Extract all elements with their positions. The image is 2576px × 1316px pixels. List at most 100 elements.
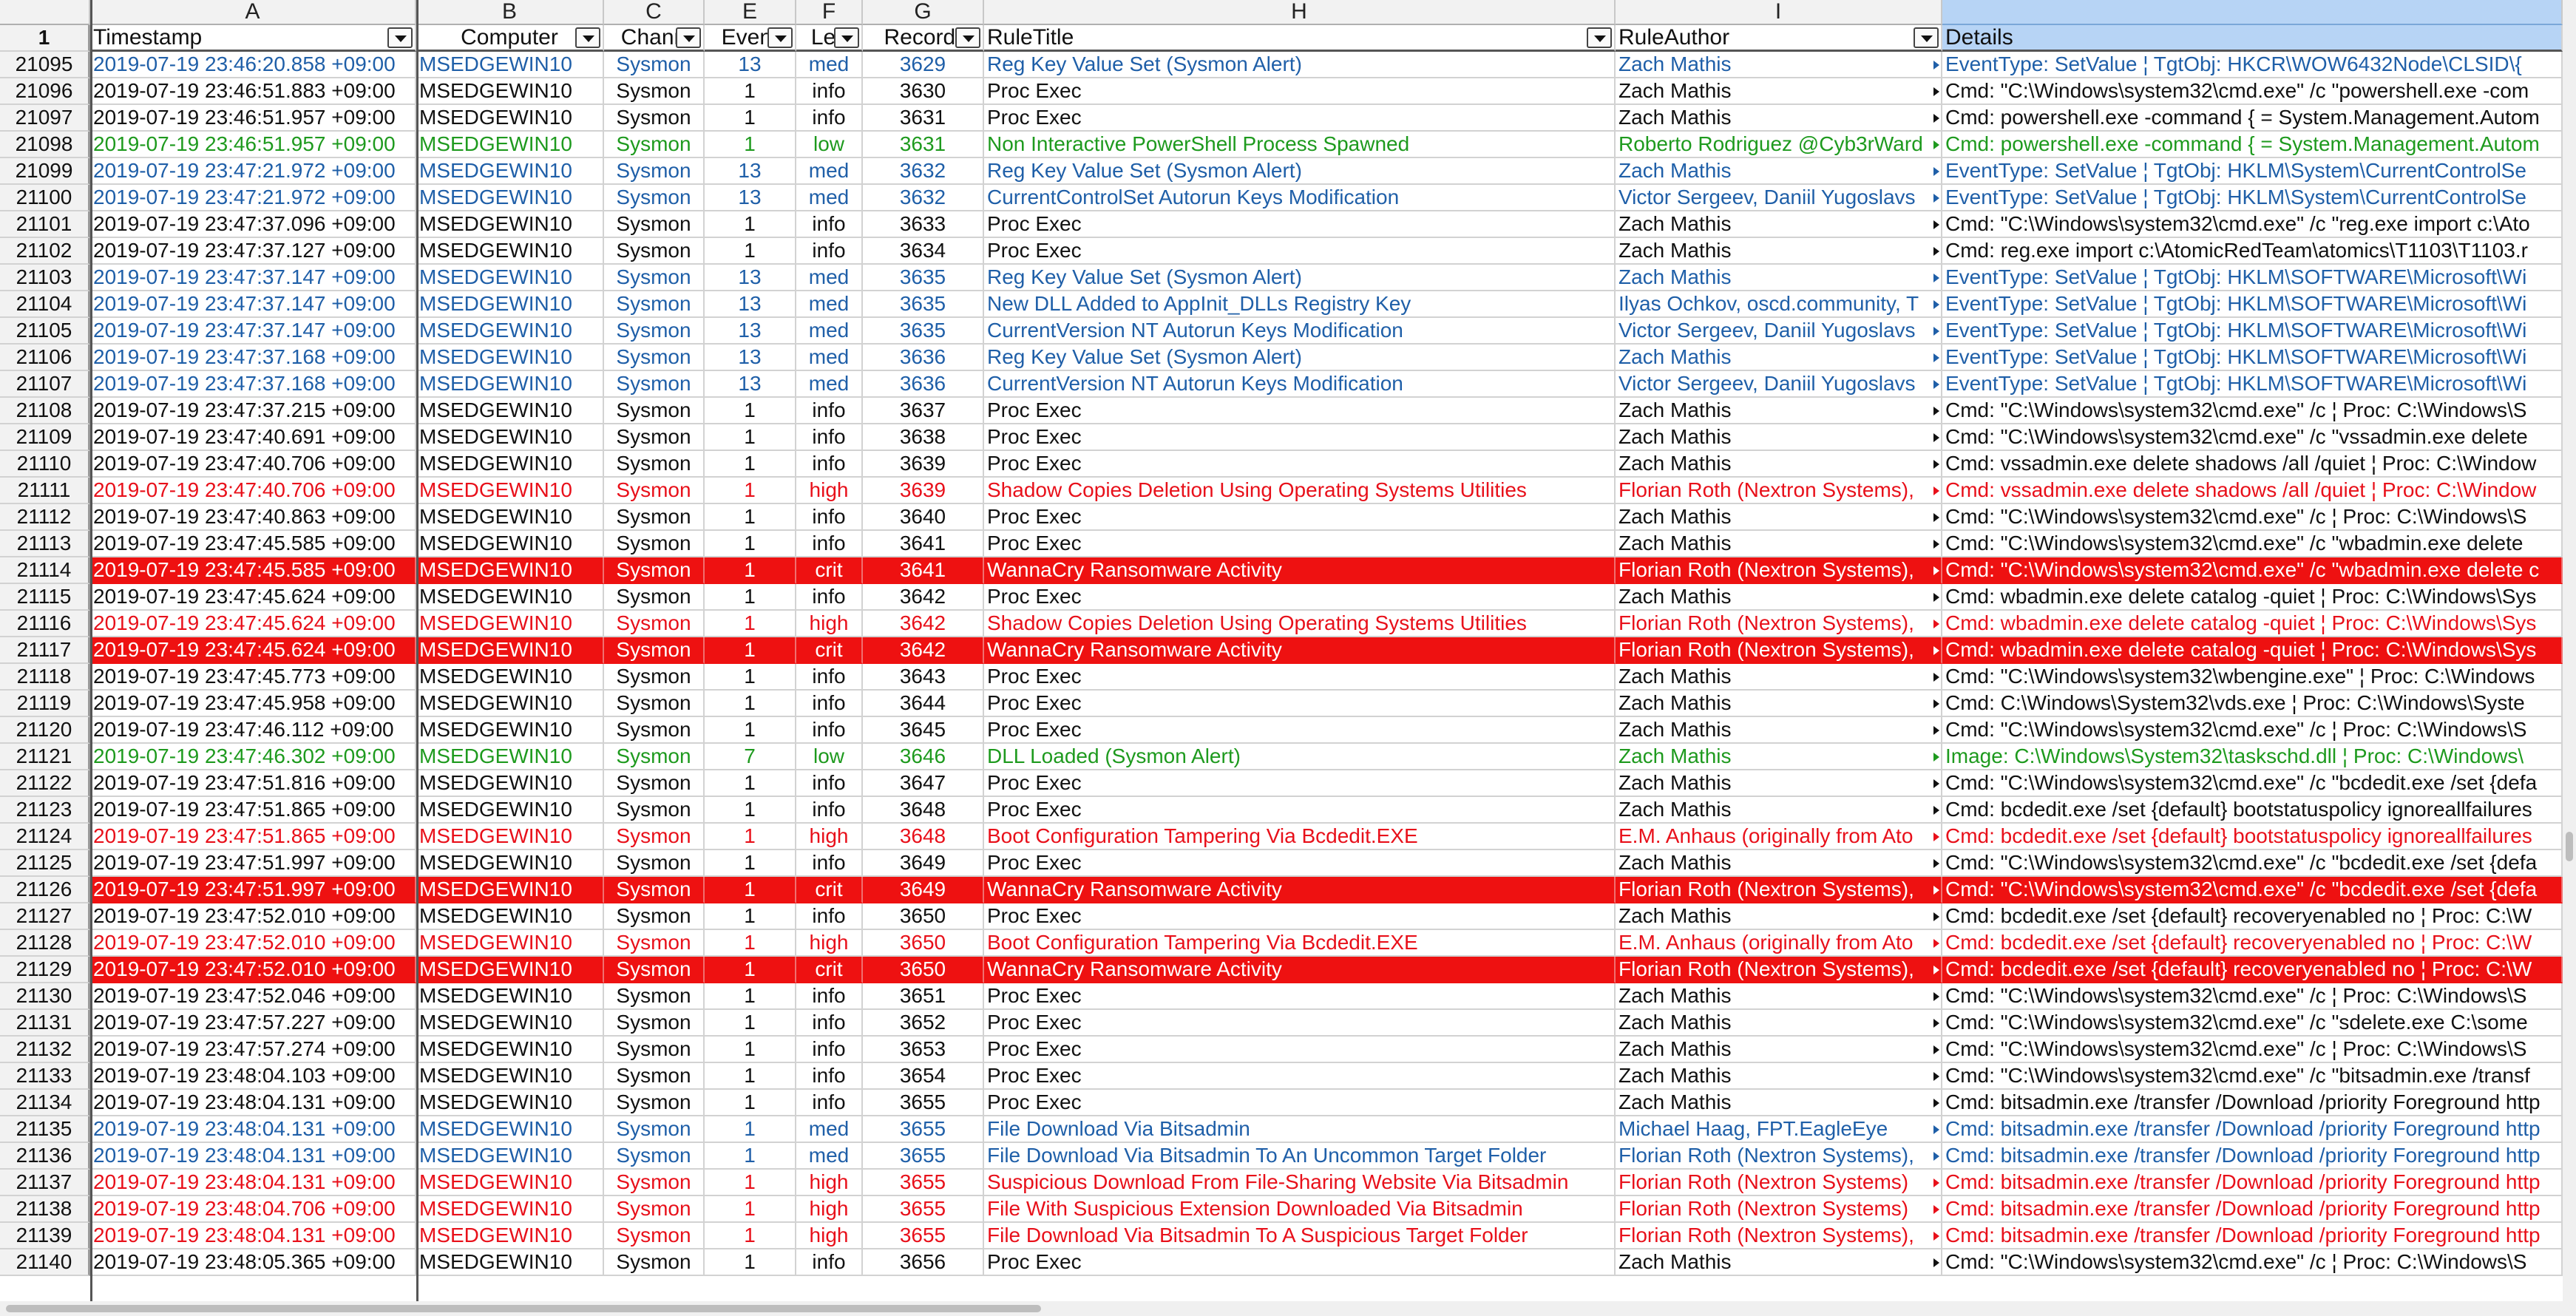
- channel-cell[interactable]: Sysmon: [604, 504, 705, 531]
- ruletitle-cell[interactable]: Proc Exec: [984, 1063, 1616, 1090]
- recordid-cell[interactable]: 3647: [863, 770, 984, 797]
- channel-cell[interactable]: Sysmon: [604, 557, 705, 584]
- recordid-cell[interactable]: 3631: [863, 132, 984, 158]
- details-cell[interactable]: Cmd: wbadmin.exe delete catalog -quiet ¦…: [1942, 637, 2563, 664]
- row-number[interactable]: 21119: [0, 691, 90, 717]
- details-cell[interactable]: Cmd: powershell.exe -command { = System.…: [1942, 105, 2563, 132]
- level-cell[interactable]: high: [796, 611, 863, 637]
- details-cell[interactable]: Cmd: "C:\Windows\system32\cmd.exe" /c ¦ …: [1942, 983, 2563, 1010]
- ruletitle-cell[interactable]: Proc Exec: [984, 451, 1616, 478]
- computer-cell[interactable]: MSEDGEWIN10: [416, 770, 604, 797]
- timestamp-cell[interactable]: 2019-07-19 23:47:46.112 +09:00: [90, 717, 416, 744]
- computer-cell[interactable]: MSEDGEWIN10: [416, 478, 604, 504]
- recordid-cell[interactable]: 3644: [863, 691, 984, 717]
- level-cell[interactable]: med: [796, 371, 863, 398]
- eventid-cell[interactable]: 1: [705, 691, 796, 717]
- details-cell[interactable]: EventType: SetValue ¦ TgtObj: HKLM\SOFTW…: [1942, 371, 2563, 398]
- level-cell[interactable]: info: [796, 1063, 863, 1090]
- ruletitle-cell[interactable]: CurrentVersion NT Autorun Keys Modificat…: [984, 371, 1616, 398]
- eventid-cell[interactable]: 1: [705, 1143, 796, 1170]
- level-cell[interactable]: info: [796, 1010, 863, 1037]
- ruleauthor-cell[interactable]: Zach Mathis: [1616, 158, 1942, 185]
- level-cell[interactable]: high: [796, 824, 863, 850]
- recordid-cell[interactable]: 3655: [863, 1223, 984, 1249]
- recordid-cell[interactable]: 3631: [863, 105, 984, 132]
- details-cell[interactable]: Cmd: "C:\Windows\system32\cmd.exe" /c "b…: [1942, 877, 2563, 903]
- level-cell[interactable]: crit: [796, 557, 863, 584]
- timestamp-cell[interactable]: 2019-07-19 23:47:40.863 +09:00: [90, 504, 416, 531]
- eventid-cell[interactable]: 13: [705, 345, 796, 371]
- table-row[interactable]: 21107 2019-07-19 23:47:37.168 +09:00 MSEDG…: [0, 371, 2563, 398]
- ruletitle-cell[interactable]: Shadow Copies Deletion Using Operating S…: [984, 611, 1616, 637]
- recordid-cell[interactable]: 3655: [863, 1116, 984, 1143]
- ruleauthor-cell[interactable]: Florian Roth (Nextron Systems),: [1616, 1223, 1942, 1249]
- ruleauthor-cell[interactable]: Florian Roth (Nextron Systems),: [1616, 637, 1942, 664]
- details-cell[interactable]: Cmd: "C:\Windows\system32\cmd.exe" /c ¦ …: [1942, 717, 2563, 744]
- ruleauthor-cell[interactable]: Zach Mathis: [1616, 691, 1942, 717]
- table-row[interactable]: 21118 2019-07-19 23:47:45.773 +09:00 MSEDG…: [0, 664, 2563, 691]
- computer-cell[interactable]: MSEDGEWIN10: [416, 78, 604, 105]
- timestamp-cell[interactable]: 2019-07-19 23:47:37.168 +09:00: [90, 345, 416, 371]
- ruleauthor-cell[interactable]: Zach Mathis: [1616, 797, 1942, 824]
- table-row[interactable]: 21134 2019-07-19 23:48:04.131 +09:00 MSEDG…: [0, 1090, 2563, 1116]
- row-number[interactable]: 21106: [0, 345, 90, 371]
- computer-cell[interactable]: MSEDGEWIN10: [416, 637, 604, 664]
- computer-cell[interactable]: MSEDGEWIN10: [416, 1170, 604, 1196]
- ruletitle-cell[interactable]: Shadow Copies Deletion Using Operating S…: [984, 478, 1616, 504]
- details-cell[interactable]: Cmd: "C:\Windows\system32\wbengine.exe" …: [1942, 664, 2563, 691]
- table-row[interactable]: 21123 2019-07-19 23:47:51.865 +09:00 MSEDG…: [0, 797, 2563, 824]
- recordid-cell[interactable]: 3630: [863, 78, 984, 105]
- row-number[interactable]: 21139: [0, 1223, 90, 1249]
- row-number[interactable]: 21140: [0, 1249, 90, 1276]
- timestamp-cell[interactable]: 2019-07-19 23:48:04.706 +09:00: [90, 1196, 416, 1223]
- details-cell[interactable]: Cmd: "C:\Windows\system32\cmd.exe" /c "p…: [1942, 78, 2563, 105]
- row-number[interactable]: 21127: [0, 903, 90, 930]
- level-cell[interactable]: high: [796, 930, 863, 957]
- eventid-cell[interactable]: 1: [705, 717, 796, 744]
- ruletitle-cell[interactable]: DLL Loaded (Sysmon Alert): [984, 744, 1616, 770]
- column-letter-j-selected[interactable]: [1942, 0, 2563, 25]
- table-row[interactable]: 21133 2019-07-19 23:48:04.103 +09:00 MSEDG…: [0, 1063, 2563, 1090]
- details-cell[interactable]: Image: C:\Windows\System32\taskschd.dll …: [1942, 744, 2563, 770]
- details-cell[interactable]: EventType: SetValue ¦ TgtObj: HKLM\Syste…: [1942, 158, 2563, 185]
- timestamp-cell[interactable]: 2019-07-19 23:47:45.585 +09:00: [90, 557, 416, 584]
- ruletitle-cell[interactable]: Suspicious Download From File-Sharing We…: [984, 1170, 1616, 1196]
- channel-cell[interactable]: Sysmon: [604, 132, 705, 158]
- table-row[interactable]: 21100 2019-07-19 23:47:21.972 +09:00 MSEDG…: [0, 185, 2563, 211]
- table-row[interactable]: 21120 2019-07-19 23:47:46.112 +09:00 MSEDG…: [0, 717, 2563, 744]
- level-cell[interactable]: info: [796, 903, 863, 930]
- recordid-cell[interactable]: 3641: [863, 557, 984, 584]
- recordid-cell[interactable]: 3655: [863, 1143, 984, 1170]
- ruleauthor-cell[interactable]: Zach Mathis: [1616, 903, 1942, 930]
- table-row[interactable]: 21125 2019-07-19 23:47:51.997 +09:00 MSEDG…: [0, 850, 2563, 877]
- recordid-cell[interactable]: 3654: [863, 1063, 984, 1090]
- details-cell[interactable]: EventType: SetValue ¦ TgtObj: HKLM\SOFTW…: [1942, 345, 2563, 371]
- recordid-cell[interactable]: 3642: [863, 584, 984, 611]
- ruletitle-cell[interactable]: Reg Key Value Set (Sysmon Alert): [984, 345, 1616, 371]
- computer-cell[interactable]: MSEDGEWIN10: [416, 1223, 604, 1249]
- ruleauthor-cell[interactable]: Zach Mathis: [1616, 744, 1942, 770]
- row-number[interactable]: 21107: [0, 371, 90, 398]
- details-cell[interactable]: Cmd: "C:\Windows\system32\cmd.exe" /c ¦ …: [1942, 1037, 2563, 1063]
- table-row[interactable]: 21106 2019-07-19 23:47:37.168 +09:00 MSEDG…: [0, 345, 2563, 371]
- channel-cell[interactable]: Sysmon: [604, 664, 705, 691]
- table-row[interactable]: 21108 2019-07-19 23:47:37.215 +09:00 MSEDG…: [0, 398, 2563, 424]
- row-number[interactable]: 21122: [0, 770, 90, 797]
- column-letter-i[interactable]: I: [1616, 0, 1942, 25]
- channel-cell[interactable]: Sysmon: [604, 398, 705, 424]
- timestamp-cell[interactable]: 2019-07-19 23:47:45.958 +09:00: [90, 691, 416, 717]
- ruleauthor-cell[interactable]: Florian Roth (Nextron Systems),: [1616, 957, 1942, 983]
- ruleauthor-cell[interactable]: Zach Mathis: [1616, 238, 1942, 265]
- ruletitle-cell[interactable]: WannaCry Ransomware Activity: [984, 557, 1616, 584]
- level-cell[interactable]: info: [796, 850, 863, 877]
- ruleauthor-cell[interactable]: Florian Roth (Nextron Systems),: [1616, 611, 1942, 637]
- channel-cell[interactable]: Sysmon: [604, 584, 705, 611]
- ruletitle-cell[interactable]: Proc Exec: [984, 238, 1616, 265]
- row-number[interactable]: 21123: [0, 797, 90, 824]
- computer-cell[interactable]: MSEDGEWIN10: [416, 1010, 604, 1037]
- timestamp-cell[interactable]: 2019-07-19 23:47:52.010 +09:00: [90, 957, 416, 983]
- details-cell[interactable]: EventType: SetValue ¦ TgtObj: HKLM\SOFTW…: [1942, 291, 2563, 318]
- eventid-cell[interactable]: 1: [705, 903, 796, 930]
- table-row[interactable]: 21137 2019-07-19 23:48:04.131 +09:00 MSEDG…: [0, 1170, 2563, 1196]
